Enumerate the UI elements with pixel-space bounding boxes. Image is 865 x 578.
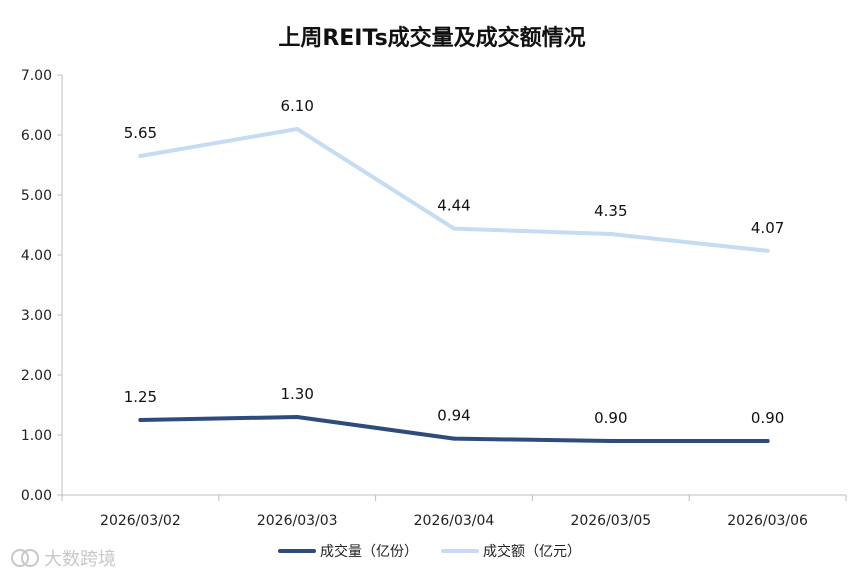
legend: 成交量（亿份） 成交额（亿元）: [278, 543, 581, 560]
data-point: [765, 439, 770, 443]
y-tick-label: 0.00: [21, 488, 52, 504]
data-point: [295, 127, 300, 131]
data-point: [608, 439, 613, 443]
legend-label: 成交量（亿份）: [320, 543, 418, 560]
data-label: 4.44: [437, 197, 470, 215]
y-tick-label: 1.00: [21, 428, 52, 444]
data-label: 4.35: [594, 202, 627, 220]
data-label: 0.90: [751, 409, 784, 427]
x-tick-label: 2026/03/06: [727, 513, 808, 529]
series-group: [138, 127, 770, 443]
y-tick-label: 3.00: [21, 308, 52, 324]
y-tick-label: 2.00: [21, 368, 52, 384]
y-tick-label: 5.00: [21, 188, 52, 204]
data-label: 5.65: [124, 124, 157, 142]
legend-label: 成交额（亿元）: [483, 543, 581, 560]
x-axis: 2026/03/02 2026/03/03 2026/03/04 2026/03/05…: [61, 494, 847, 529]
data-label: 0.94: [437, 407, 470, 425]
data-label: 1.30: [280, 385, 313, 403]
watermark: 大数跨境: [11, 549, 116, 570]
x-tick-label: 2026/03/04: [414, 513, 495, 529]
y-axis: 0.00 1.00 2.00 3.00 4.00 5.00 6.00 7.00: [21, 68, 63, 504]
x-tick-label: 2026/03/03: [257, 513, 338, 529]
data-point: [295, 415, 300, 419]
data-labels: 1.25 1.30 0.94 0.90 0.90 5.65 6.10 4.44 4.35 4.07: [124, 97, 785, 427]
series-line-1: [138, 127, 770, 253]
data-label: 0.90: [594, 409, 627, 427]
chart-title: 上周REITs成交量及成交额情况: [278, 25, 585, 51]
data-point: [452, 226, 456, 231]
x-tick-label: 2026/03/05: [570, 513, 651, 529]
data-point: [138, 418, 143, 422]
data-label: 1.25: [124, 388, 157, 406]
watermark-logo-icon: [11, 549, 39, 567]
x-tick-label: 2026/03/02: [100, 513, 181, 529]
watermark-text: 大数跨境: [44, 549, 116, 570]
data-label: 4.07: [751, 219, 784, 237]
data-point: [765, 248, 770, 253]
y-tick-label: 6.00: [21, 128, 52, 144]
data-point: [138, 154, 143, 158]
y-tick-label: 4.00: [21, 248, 52, 264]
y-tick-label: 7.00: [21, 68, 52, 84]
data-label: 6.10: [280, 97, 313, 115]
data-point: [608, 232, 613, 236]
data-point: [452, 436, 456, 441]
